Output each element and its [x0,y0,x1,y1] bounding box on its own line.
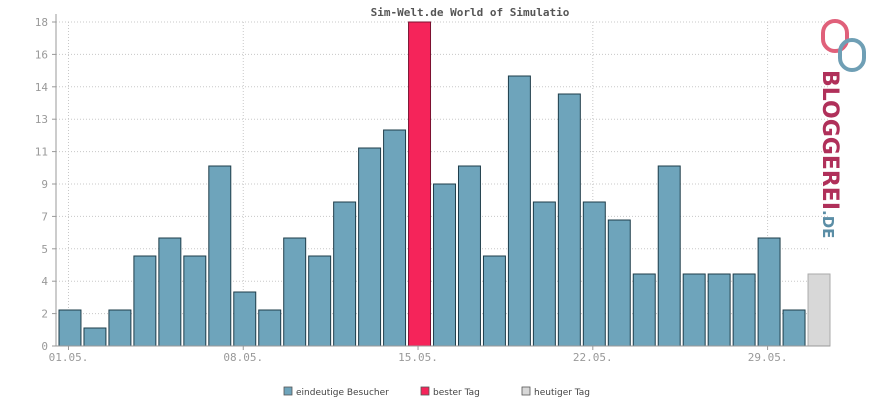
bar-18.05. [482,255,506,347]
bar-16.05. [433,183,456,347]
legend-swatch [521,386,531,396]
bar-12.05. [333,201,357,347]
y-tick-label: 13 [35,113,48,126]
x-tick-label: 29.05. [748,351,788,364]
bar-01.05. [58,309,82,347]
logo-wordmark-suffix: .DE [819,210,837,238]
bar-07.05. [208,165,232,347]
y-tick-label: 0 [41,340,48,353]
bloggerei-logo: BLOGGEREI.DE [817,19,866,238]
y-tick-label: 9 [41,178,48,191]
bar-02.05. [83,327,107,347]
bar-31.05. [807,273,831,347]
bar-11.05. [308,255,332,347]
bar-22.05. [582,201,606,347]
bar-30.05. [782,309,806,347]
legend-label: bester Tag [433,388,480,398]
x-tick-label: 01.05. [49,351,89,364]
bar-23.05. [607,219,631,347]
legend-item: heutiger Tag [521,386,590,398]
logo-wordmark: BLOGGEREI.DE [817,70,842,238]
y-tick-label: 18 [35,16,48,29]
bars [58,21,831,347]
x-tick-label: 15.05. [398,351,438,364]
bar-10.05. [283,237,307,347]
bar-03.05. [108,309,132,347]
bar-26.05. [682,273,706,347]
bar-28.05. [732,273,756,347]
logo-wordmark-main: BLOGGEREI [817,70,842,210]
bar-09.05. [258,309,282,347]
y-tick-labels: 0 2 4 5 7 9 11 13 14 16 18 [35,16,49,353]
y-tick-label: 16 [35,48,48,61]
legend-swatch [420,386,430,396]
bar-29.05. [757,237,781,347]
y-tick-label: 14 [35,81,49,94]
bar-24.05. [632,273,656,347]
legend-label: heutiger Tag [534,388,590,398]
x-tick-label: 22.05. [573,351,613,364]
y-tick-label: 11 [35,146,48,159]
bar-19.05. [507,75,531,347]
bar-17.05. [457,165,481,347]
axes [55,14,830,350]
bar-06.05. [183,255,207,347]
bar-08.05. [233,291,257,347]
bar-13.05. [358,147,382,347]
legend: eindeutige Besucher bester Tag heutiger Ta… [283,386,590,398]
y-tick-label: 5 [41,243,48,256]
y-tick-label: 7 [41,210,48,223]
bar-04.05. [133,255,157,347]
chart-title: Sim-Welt.de World of Simulatio [371,6,570,19]
bar-21.05. [557,93,581,347]
legend-item: bester Tag [420,386,480,398]
bar-15.05. [408,21,432,347]
bar-27.05. [707,273,731,347]
legend-swatch [283,386,293,396]
y-tick-label: 2 [41,308,48,321]
bar-25.05. [657,165,681,347]
y-tick-label: 4 [41,275,48,288]
bar-05.05. [158,237,182,347]
legend-label: eindeutige Besucher [296,388,389,398]
logo-icon [821,19,866,72]
bar-14.05. [383,129,407,347]
x-tick-label: 08.05. [223,351,263,364]
bar-20.05. [532,201,556,347]
legend-item: eindeutige Besucher [283,386,389,398]
x-tick-labels: 01.05. 08.05. 15.05. 22.05. 29.05. [49,351,788,364]
